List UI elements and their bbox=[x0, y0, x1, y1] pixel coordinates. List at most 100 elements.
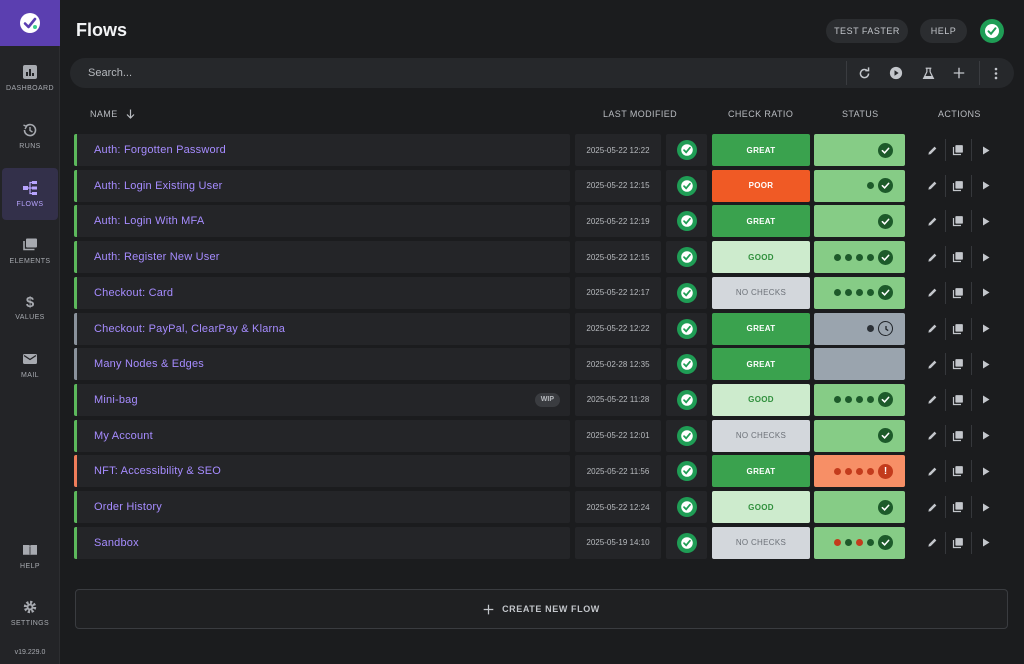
column-header-last-modified[interactable]: LAST MODIFIED bbox=[603, 109, 678, 119]
logo-check-icon bbox=[676, 140, 697, 160]
edit-icon[interactable] bbox=[924, 392, 940, 408]
create-new-flow-button[interactable]: CREATE NEW FLOW bbox=[75, 589, 1008, 629]
sidebar-item-settings[interactable]: SETTINGS bbox=[2, 587, 58, 639]
add-icon[interactable] bbox=[951, 65, 967, 81]
status-dot bbox=[867, 253, 874, 261]
sidebar-item-elements[interactable]: ELEMENTS bbox=[2, 225, 58, 277]
edit-icon[interactable] bbox=[924, 463, 940, 479]
duplicate-icon[interactable] bbox=[950, 142, 966, 158]
status-cell[interactable] bbox=[814, 276, 905, 309]
run-icon[interactable] bbox=[978, 178, 994, 194]
duplicate-icon[interactable] bbox=[950, 499, 966, 515]
status-cell[interactable]: ! bbox=[814, 455, 905, 488]
flow-name-link[interactable]: Checkout: Card bbox=[74, 276, 570, 309]
edit-icon[interactable] bbox=[924, 356, 940, 372]
flow-name-link[interactable]: Order History bbox=[74, 491, 570, 523]
flow-name-link[interactable]: My Account bbox=[74, 419, 570, 452]
status-cell[interactable] bbox=[814, 383, 905, 416]
column-header-name[interactable]: NAME bbox=[90, 109, 135, 119]
duplicate-icon[interactable] bbox=[950, 249, 966, 265]
edit-icon[interactable] bbox=[924, 321, 940, 337]
app-logo[interactable] bbox=[0, 0, 60, 46]
run-icon[interactable] bbox=[978, 356, 994, 372]
status-cell[interactable] bbox=[814, 419, 905, 452]
edit-icon[interactable] bbox=[924, 142, 940, 158]
divider bbox=[971, 353, 972, 376]
logo-check-icon bbox=[676, 497, 697, 517]
duplicate-icon[interactable] bbox=[950, 428, 966, 444]
duplicate-icon[interactable] bbox=[950, 321, 966, 337]
check-circle-icon bbox=[878, 392, 893, 408]
edit-icon[interactable] bbox=[924, 428, 940, 444]
divider bbox=[971, 139, 972, 161]
run-icon[interactable] bbox=[978, 428, 994, 444]
play-circle-icon[interactable] bbox=[888, 65, 904, 81]
refresh-icon[interactable] bbox=[856, 65, 872, 81]
duplicate-icon[interactable] bbox=[950, 463, 966, 479]
search-input[interactable] bbox=[88, 58, 828, 88]
divider bbox=[945, 424, 946, 447]
sort-down-icon bbox=[126, 109, 135, 119]
edit-icon[interactable] bbox=[924, 178, 940, 194]
sidebar-item-mail[interactable]: MAIL bbox=[2, 339, 58, 391]
duplicate-icon[interactable] bbox=[950, 535, 966, 551]
status-cell[interactable] bbox=[814, 526, 905, 559]
flow-name-link[interactable]: Auth: Login Existing User bbox=[74, 169, 570, 202]
check-circle-icon bbox=[878, 499, 893, 515]
check-ratio-badge: GOOD bbox=[712, 241, 810, 274]
help-button[interactable]: HELP bbox=[920, 19, 967, 43]
flow-name: NFT: Accessibility & SEO bbox=[94, 465, 222, 478]
run-icon[interactable] bbox=[978, 535, 994, 551]
flow-name-link[interactable]: Many Nodes & Edges bbox=[74, 348, 570, 381]
column-header-actions: ACTIONS bbox=[938, 109, 981, 119]
run-icon[interactable] bbox=[978, 285, 994, 301]
run-icon[interactable] bbox=[978, 249, 994, 265]
divider bbox=[945, 174, 946, 197]
status-cell[interactable] bbox=[814, 348, 905, 381]
edit-icon[interactable] bbox=[924, 213, 940, 229]
flask-icon[interactable] bbox=[920, 65, 936, 81]
column-header-check-ratio[interactable]: CHECK RATIO bbox=[728, 109, 794, 119]
edit-icon[interactable] bbox=[924, 285, 940, 301]
status-dot bbox=[834, 396, 841, 404]
status-cell[interactable] bbox=[814, 134, 905, 166]
duplicate-icon[interactable] bbox=[950, 356, 966, 372]
duplicate-icon[interactable] bbox=[950, 285, 966, 301]
status-cell[interactable] bbox=[814, 169, 905, 202]
run-icon[interactable] bbox=[978, 463, 994, 479]
flow-name-link[interactable]: Auth: Login With MFA bbox=[74, 205, 570, 238]
duplicate-icon[interactable] bbox=[950, 178, 966, 194]
flow-name-link[interactable]: NFT: Accessibility & SEO bbox=[74, 455, 570, 488]
flow-name-link[interactable]: Checkout: PayPal, ClearPay & Klarna bbox=[74, 312, 570, 345]
run-icon[interactable] bbox=[978, 142, 994, 158]
sidebar-item-flows[interactable]: FLOWS bbox=[2, 168, 58, 220]
status-cell[interactable] bbox=[814, 491, 905, 523]
divider bbox=[945, 281, 946, 304]
more-vertical-icon[interactable] bbox=[988, 65, 1004, 81]
duplicate-icon[interactable] bbox=[950, 392, 966, 408]
edit-icon[interactable] bbox=[924, 499, 940, 515]
sidebar-item-help[interactable]: HELP bbox=[2, 530, 58, 582]
edit-icon[interactable] bbox=[924, 249, 940, 265]
status-dot bbox=[845, 289, 852, 297]
status-cell[interactable] bbox=[814, 241, 905, 274]
sidebar-item-label: RUNS bbox=[19, 143, 41, 150]
run-icon[interactable] bbox=[978, 499, 994, 515]
run-icon[interactable] bbox=[978, 392, 994, 408]
sidebar-item-runs[interactable]: RUNS bbox=[2, 110, 58, 162]
status-cell[interactable] bbox=[814, 205, 905, 238]
avatar[interactable] bbox=[980, 19, 1004, 43]
flow-name-link[interactable]: Mini-bag WIP bbox=[74, 383, 570, 416]
flow-name-link[interactable]: Auth: Forgotten Password bbox=[74, 134, 570, 166]
sidebar-item-values[interactable]: $ VALUES bbox=[2, 282, 58, 334]
status-cell[interactable] bbox=[814, 312, 905, 345]
edit-icon[interactable] bbox=[924, 535, 940, 551]
run-icon[interactable] bbox=[978, 321, 994, 337]
status-dot bbox=[856, 289, 863, 297]
duplicate-icon[interactable] bbox=[950, 213, 966, 229]
flow-name-link[interactable]: Auth: Register New User bbox=[74, 241, 570, 274]
test-faster-button[interactable]: TEST FASTER bbox=[826, 19, 908, 43]
run-icon[interactable] bbox=[978, 213, 994, 229]
sidebar-item-dashboard[interactable]: DASHBOARD bbox=[2, 52, 58, 104]
flow-name-link[interactable]: Sandbox bbox=[74, 526, 570, 559]
